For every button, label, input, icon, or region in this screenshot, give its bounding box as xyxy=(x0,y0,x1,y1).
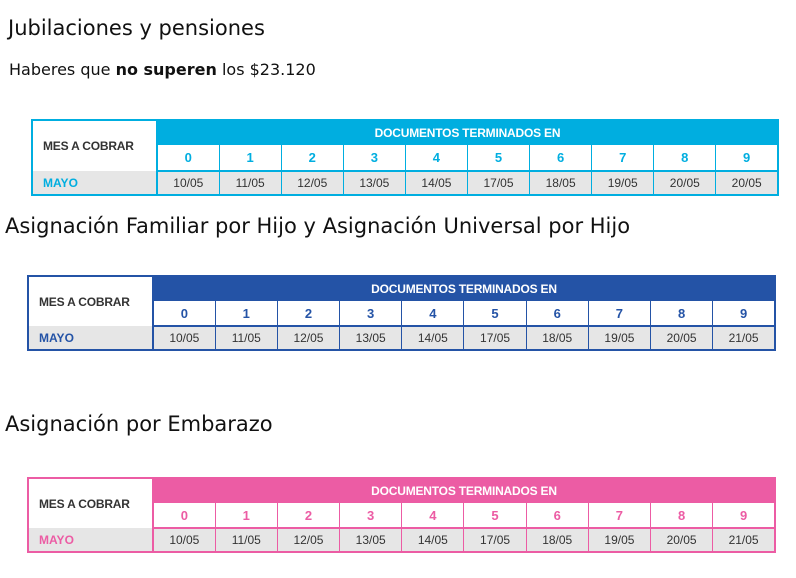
mes-a-cobrar-header: MES A COBRAR xyxy=(28,478,154,528)
date-cell: 17/05 xyxy=(463,528,527,552)
date-cell: 12/05 xyxy=(277,326,341,350)
digit-cell: 5 xyxy=(463,503,527,529)
digit-cell: 1 xyxy=(215,503,278,529)
documentos-terminados-header: DOCUMENTOS TERMINADOS EN xyxy=(157,120,778,145)
digit-cell: 0 xyxy=(153,301,216,327)
digit-cell: 2 xyxy=(277,503,341,529)
section-subtitle: Haberes que no superen los $23.120 xyxy=(9,59,316,81)
digit-cell: 9 xyxy=(712,301,776,327)
date-cell: 17/05 xyxy=(467,171,531,195)
date-cell: 10/05 xyxy=(153,528,216,552)
date-cell: 14/05 xyxy=(401,326,465,350)
month-cell: MAYO xyxy=(32,171,158,195)
digit-cell: 7 xyxy=(591,145,655,172)
digit-cell: 5 xyxy=(463,301,527,327)
date-cell: 21/05 xyxy=(712,326,776,350)
documentos-terminados-header: DOCUMENTOS TERMINADOS EN xyxy=(153,276,775,301)
date-cell: 18/05 xyxy=(529,171,593,195)
subtitle-post: los $23.120 xyxy=(216,60,316,79)
dates-row: MAYO 10/05 11/05 12/05 13/05 14/05 17/05 18/05… xyxy=(28,528,776,552)
date-cell: 21/05 xyxy=(712,528,776,552)
digit-cell: 2 xyxy=(277,301,341,327)
date-cell: 12/05 xyxy=(277,528,341,552)
date-cell: 17/05 xyxy=(463,326,527,350)
subtitle-bold: no superen xyxy=(115,60,217,79)
date-cell: 13/05 xyxy=(343,171,406,195)
date-cell: 12/05 xyxy=(281,171,344,195)
date-cell: 11/05 xyxy=(215,528,278,552)
digit-cell: 6 xyxy=(526,503,589,529)
dates-row: MAYO 10/05 11/05 12/05 13/05 14/05 17/05 18/05… xyxy=(28,326,776,350)
digit-cell: 4 xyxy=(401,301,465,327)
digit-cell: 0 xyxy=(157,145,220,172)
month-cell: MAYO xyxy=(28,528,154,552)
date-cell: 13/05 xyxy=(339,528,403,552)
digit-cell: 9 xyxy=(715,145,779,172)
date-cell: 18/05 xyxy=(526,528,589,552)
date-cell: 10/05 xyxy=(157,171,220,195)
section-title-asignacion-familiar: Asignación Familiar por Hijo y Asignació… xyxy=(5,214,631,238)
digit-cell: 1 xyxy=(219,145,282,172)
digit-cell: 8 xyxy=(650,301,714,327)
date-cell: 20/05 xyxy=(653,171,717,195)
mes-a-cobrar-header: MES A COBRAR xyxy=(32,120,158,171)
date-cell: 19/05 xyxy=(591,171,655,195)
digit-cell: 1 xyxy=(215,301,278,327)
digit-cell: 3 xyxy=(343,145,406,172)
section-title-embarazo: Asignación por Embarazo xyxy=(5,412,273,436)
digit-cell: 2 xyxy=(281,145,344,172)
date-cell: 20/05 xyxy=(715,171,779,195)
dates-row: MAYO 10/05 11/05 12/05 13/05 14/05 17/05 18/05… xyxy=(32,171,779,195)
digit-cell: 9 xyxy=(712,503,776,529)
digit-cell: 6 xyxy=(526,301,589,327)
date-cell: 14/05 xyxy=(405,171,468,195)
date-cell: 20/05 xyxy=(650,528,714,552)
digit-cell: 0 xyxy=(153,503,216,529)
digit-cell: 4 xyxy=(401,503,465,529)
digit-cell: 7 xyxy=(588,301,652,327)
digit-cell: 7 xyxy=(588,503,652,529)
date-cell: 11/05 xyxy=(219,171,282,195)
date-cell: 10/05 xyxy=(153,326,216,350)
date-cell: 18/05 xyxy=(526,326,589,350)
date-cell: 19/05 xyxy=(588,326,652,350)
digit-cell: 8 xyxy=(650,503,714,529)
digit-cell: 6 xyxy=(529,145,593,172)
month-cell: MAYO xyxy=(28,326,154,350)
documentos-terminados-header: DOCUMENTOS TERMINADOS EN xyxy=(153,478,775,503)
digit-cell: 3 xyxy=(339,503,403,529)
digit-cell: 4 xyxy=(405,145,468,172)
digit-cell: 5 xyxy=(467,145,531,172)
digit-cell: 8 xyxy=(653,145,717,172)
date-cell: 14/05 xyxy=(401,528,465,552)
digit-cell: 3 xyxy=(339,301,403,327)
date-cell: 19/05 xyxy=(588,528,652,552)
subtitle-pre: Haberes que xyxy=(9,60,116,79)
mes-a-cobrar-header: MES A COBRAR xyxy=(28,276,154,326)
section-title-jubilaciones: Jubilaciones y pensiones xyxy=(8,16,265,40)
date-cell: 11/05 xyxy=(215,326,278,350)
date-cell: 20/05 xyxy=(650,326,714,350)
date-cell: 13/05 xyxy=(339,326,403,350)
